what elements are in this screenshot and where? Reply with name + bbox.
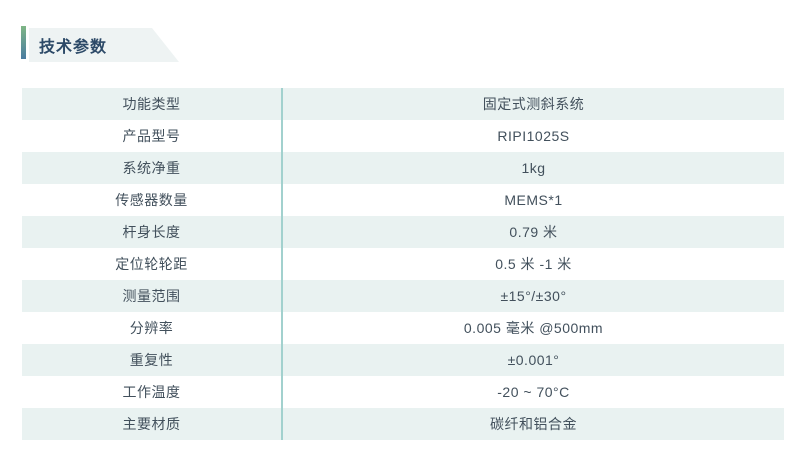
spec-label: 分辨率 <box>129 320 174 336</box>
table-row: 定位轮轮距 0.5 米 -1 米 <box>22 248 784 280</box>
spec-value: -20 ~ 70°C <box>281 376 784 408</box>
table-row: 功能类型 固定式测斜系统 <box>22 88 784 120</box>
table-row: 测量范围 ±15°/±30° <box>22 280 784 312</box>
table-row: 分辨率 0.005 毫米 @500mm <box>22 312 784 344</box>
spec-value: 固定式测斜系统 <box>281 88 784 120</box>
spec-value: ±0.001° <box>281 344 784 376</box>
spec-label: 工作温度 <box>122 384 181 400</box>
table-row: 产品型号 RIPI1025S <box>22 120 784 152</box>
table-row: 工作温度 -20 ~ 70°C <box>22 376 784 408</box>
spec-value: 0.5 米 -1 米 <box>281 248 784 280</box>
spec-label: 传感器数量 <box>115 192 188 208</box>
spec-label: 杆身长度 <box>122 224 181 240</box>
table-row: 重复性 ±0.001° <box>22 344 784 376</box>
spec-value: 0.005 毫米 @500mm <box>281 312 784 344</box>
spec-value: 0.79 米 <box>281 216 784 248</box>
table-row: 主要材质 碳纤和铝合金 <box>22 408 784 440</box>
spec-table: 功能类型 固定式测斜系统 产品型号 RIPI1025S 系统净重 1kg 传感器… <box>22 88 784 440</box>
spec-value: 碳纤和铝合金 <box>281 408 784 440</box>
spec-label: 系统净重 <box>122 160 181 176</box>
spec-value: 1kg <box>281 152 784 184</box>
spec-label: 重复性 <box>129 352 174 368</box>
spec-label: 产品型号 <box>122 128 181 144</box>
spec-label: 主要材质 <box>122 416 181 432</box>
title-accent-bar <box>21 26 26 59</box>
spec-value: ±15°/±30° <box>281 280 784 312</box>
table-row: 系统净重 1kg <box>22 152 784 184</box>
spec-label: 测量范围 <box>122 288 181 304</box>
page-title: 技术参数 <box>39 39 108 56</box>
table-row: 杆身长度 0.79 米 <box>22 216 784 248</box>
spec-value: MEMS*1 <box>281 184 784 216</box>
spec-label: 功能类型 <box>122 96 181 112</box>
spec-value: RIPI1025S <box>281 120 784 152</box>
section-header: 技术参数 <box>29 28 179 62</box>
spec-label: 定位轮轮距 <box>115 256 188 272</box>
table-row: 传感器数量 MEMS*1 <box>22 184 784 216</box>
